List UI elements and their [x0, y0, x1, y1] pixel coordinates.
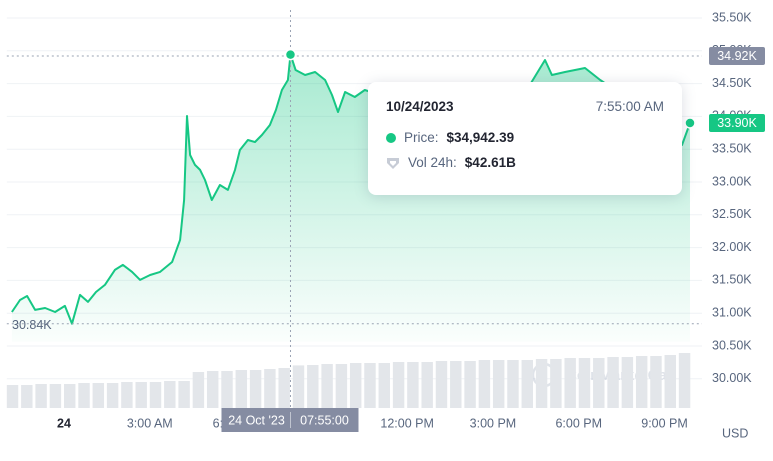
tooltip: 10/24/2023 7:55:00 AM Price: $34,942.39 … [368, 82, 682, 195]
tooltip-time: 7:55:00 AM [595, 99, 664, 114]
volume-bar [106, 383, 119, 408]
low-label: 30.84K [12, 318, 52, 332]
volume-bar [21, 385, 33, 408]
volume-bar [407, 362, 419, 408]
volume-bar [307, 365, 319, 408]
volume-bar [78, 383, 90, 408]
price-dot [386, 132, 396, 143]
x-tick-label: 12:00 PM [380, 416, 434, 430]
volume-bar [607, 357, 619, 408]
volume-bar [149, 382, 162, 408]
volume-bar [6, 385, 19, 408]
volume-bar [464, 361, 476, 408]
volume-bar [550, 359, 562, 408]
volume-bar [192, 372, 205, 408]
volume-bar [63, 384, 76, 408]
volume-bar [321, 364, 333, 408]
volume-bar [278, 368, 290, 408]
volume-bar [249, 370, 262, 408]
y-tick-label: 31.50K [712, 273, 752, 287]
volume-bar [178, 381, 190, 408]
volume-bar [635, 356, 648, 408]
volume-bar [521, 360, 533, 408]
volume-bar [92, 383, 105, 408]
volume-icon [387, 157, 399, 169]
volume-bar [292, 365, 305, 408]
volume-bar [478, 360, 491, 408]
y-tick-label: 35.50K [712, 10, 752, 24]
y-tick-label: 34.50K [712, 76, 752, 90]
volume-bar [121, 382, 133, 408]
x-tick-label: 3:00 PM [470, 416, 517, 430]
hover-time: 07:55:00 [300, 413, 349, 427]
hover-date: 24 Oct '23 [228, 413, 285, 427]
y-tick-label: 32.00K [712, 240, 752, 254]
current-label: 33.90K [717, 116, 757, 130]
x-tick-label: 3:00 AM [127, 416, 173, 430]
volume-bar [364, 363, 376, 408]
y-tick-label: 31.00K [712, 306, 752, 320]
volume-bar [235, 370, 248, 408]
volume-bar [49, 384, 62, 408]
volume-bar [621, 357, 634, 408]
price-label: Price: [404, 130, 439, 145]
high-label: 34.92K [717, 49, 757, 63]
volume-bar [421, 362, 433, 408]
y-tick-label: 30.50K [712, 338, 752, 352]
tooltip-date: 10/24/2023 [386, 99, 454, 114]
volume-bar [378, 363, 391, 408]
x-tick-label: 24 [57, 416, 71, 430]
volume-bar [664, 355, 676, 408]
current-point [684, 117, 696, 129]
price-value: $34,942.39 [446, 130, 515, 145]
volume-bar [507, 360, 519, 408]
tooltip-price-row: Price: $34,942.39 [386, 130, 514, 145]
volume-bar [335, 364, 348, 408]
hover-point [284, 48, 297, 61]
y-tick-label: 32.50K [712, 207, 752, 221]
y-tick-label: 33.00K [712, 174, 752, 188]
x-tick-label: 9:00 PM [641, 416, 688, 430]
y-tick-label: 33.50K [712, 142, 752, 156]
volume-bar [564, 358, 576, 408]
volume-bar [650, 356, 662, 408]
volume-bar [221, 371, 233, 408]
volume-bar [535, 359, 548, 408]
tooltip-volume-row: Vol 24h: $42.61B [386, 155, 516, 170]
volume-bar [678, 353, 691, 408]
volume-bar [264, 369, 276, 408]
high-badge [709, 47, 765, 66]
volume-bar [450, 361, 462, 408]
volume-bar [349, 363, 362, 408]
volume-value: $42.61B [464, 155, 516, 170]
volume-bar [392, 362, 405, 408]
volume-bar [435, 361, 448, 408]
y-tick-label: 30.00K [712, 371, 752, 385]
volume-bar [35, 384, 47, 408]
volume-bar [593, 358, 605, 408]
current-badge [709, 113, 765, 132]
x-tick-label: 6:00 PM [555, 416, 602, 430]
y-axis-label: USD [722, 426, 748, 440]
volume-label: Vol 24h: [408, 155, 457, 170]
volume-bar [206, 371, 219, 408]
volume-bar [578, 358, 591, 408]
volume-bar [492, 360, 505, 408]
volume-bar [164, 381, 176, 408]
volume-bar [135, 382, 147, 408]
